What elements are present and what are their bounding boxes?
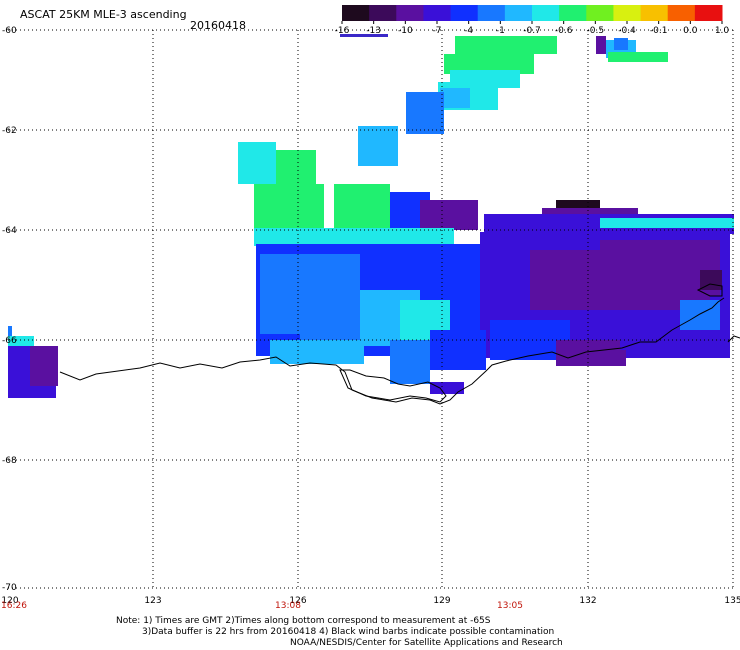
data-cell — [358, 126, 398, 166]
longitude-label: 135 — [724, 596, 740, 606]
data-cell — [444, 54, 534, 74]
longitude-label: 129 — [433, 596, 450, 606]
data-cell — [390, 340, 430, 384]
colorbar-swatch — [369, 5, 397, 21]
data-cell — [430, 382, 464, 394]
colorbar-swatch — [640, 5, 669, 21]
data-cell — [455, 36, 557, 54]
colorbar-label: -0.6 — [555, 26, 573, 36]
data-cell — [406, 92, 444, 134]
colorbar-label: -16 — [335, 26, 350, 36]
colorbar-label: -10 — [398, 26, 413, 36]
data-cell — [270, 340, 364, 364]
colorbar-swatch — [450, 5, 479, 21]
data-cell — [334, 184, 390, 230]
colorbar-swatch — [396, 5, 424, 21]
colorbar-label: -4 — [464, 26, 473, 36]
colorbar-label: 1.0 — [715, 26, 730, 36]
colorbar-label: 0.0 — [683, 26, 698, 36]
latitude-label: -62 — [2, 126, 17, 136]
colorbar-swatch — [532, 5, 560, 21]
pass-time-label: 16:26 — [1, 601, 27, 611]
note-line-3: NOAA/NESDIS/Center for Satellite Applica… — [290, 638, 563, 648]
antarctic-coastline — [59, 283, 740, 405]
data-cell — [420, 200, 478, 230]
data-cell — [238, 142, 276, 184]
wind-data-cells — [8, 36, 734, 398]
axis-labels: 120 123 126 129 132 135 -60 -62 -64 -66 -68 -70 — [1, 26, 740, 606]
colorbar-label: -0.7 — [523, 26, 541, 36]
data-cell — [556, 340, 626, 366]
longitude-label: 126 — [289, 596, 306, 606]
map-title: ASCAT 25KM MLE-3 ascending — [20, 8, 187, 21]
colorbar-swatch — [559, 5, 587, 21]
graticule — [8, 29, 734, 590]
note-line-2: 3)Data buffer is 22 hrs from 20160418 4)… — [142, 627, 555, 637]
data-cell — [8, 336, 34, 346]
longitude-label: 123 — [144, 596, 161, 606]
colorbar-label: -1 — [496, 26, 505, 36]
data-cell — [608, 52, 668, 62]
latitude-label: -64 — [2, 226, 17, 236]
colorbar-swatch — [667, 5, 696, 21]
data-cell — [430, 330, 486, 370]
data-cell — [254, 228, 454, 246]
data-cell — [276, 150, 316, 186]
note-line-1: Note: 1) Times are GMT 2)Times along bot… — [116, 616, 491, 626]
pass-time-label: 13:08 — [275, 601, 301, 611]
latitude-label: -68 — [2, 456, 17, 466]
colorbar-swatch — [586, 5, 614, 21]
data-cell — [8, 326, 12, 336]
data-cell — [254, 184, 324, 234]
latitude-label: -70 — [2, 583, 17, 593]
colorbar-label: -7 — [433, 26, 442, 36]
data-cell — [440, 88, 470, 108]
colorbar-swatch — [423, 5, 452, 21]
data-cell — [596, 36, 606, 54]
time-labels: 16:26 13:08 13:05 — [1, 601, 523, 611]
colorbar-swatch — [342, 5, 370, 21]
longitude-label: 132 — [579, 596, 596, 606]
colorbar-swatch — [694, 5, 723, 21]
footer-notes: Note: 1) Times are GMT 2)Times along bot… — [116, 616, 563, 649]
data-cell — [680, 300, 720, 330]
colorbar-label: -0.5 — [587, 26, 605, 36]
colorbar-swatch — [477, 5, 506, 21]
latitude-label: -66 — [2, 336, 17, 346]
longitude-label: 120 — [1, 596, 18, 606]
colorbar-label: -0.4 — [618, 26, 636, 36]
colorbar-marker — [340, 34, 388, 37]
data-cell — [600, 218, 734, 228]
latitude-label: -60 — [2, 26, 17, 36]
data-cell — [30, 346, 58, 386]
colorbar-label: -13 — [366, 26, 381, 36]
data-cell — [614, 38, 628, 50]
map-date: 20160418 — [190, 19, 246, 32]
pass-time-label: 13:05 — [497, 601, 523, 611]
colorbar-label: -0.1 — [650, 26, 668, 36]
colorbar-swatch — [613, 5, 642, 21]
colorbar: -16 -13 -10 -7 -4 -1 -0.7 -0.6 -0.5 -0.4 -0.1 0.0 1.… — [335, 5, 730, 36]
colorbar-swatch — [504, 5, 533, 21]
